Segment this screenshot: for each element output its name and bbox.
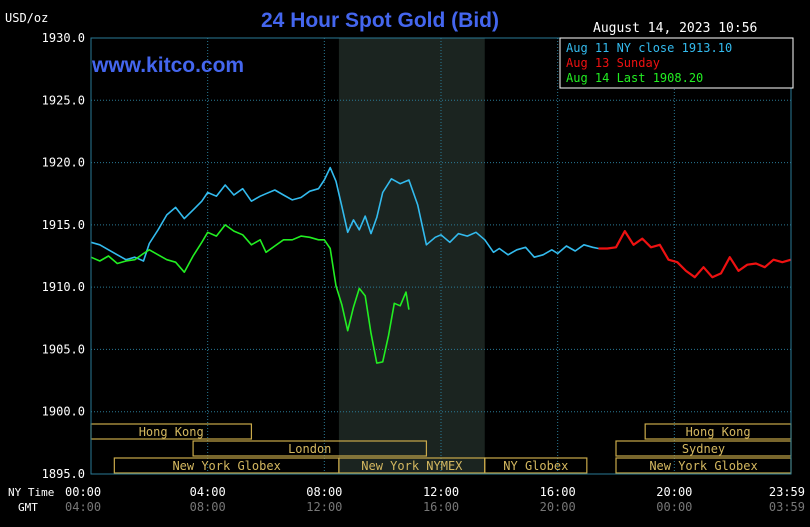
x-tick-label-ny: 00:00: [65, 485, 101, 499]
legend-entry-aug13: Aug 13 Sunday: [566, 56, 660, 70]
session-label: Hong Kong: [139, 425, 204, 439]
x-tick-label-ny: 23:59: [769, 485, 805, 499]
session-bar: [484, 457, 588, 474]
timestamp: August 14, 2023 10:56: [593, 21, 757, 36]
session-label: London: [288, 442, 331, 456]
session-bar: [192, 440, 428, 457]
legend-entry-aug14: Aug 14 Last 1908.20: [566, 71, 703, 85]
market-sessions: Hong Kong London New York Globex New York N…: [90, 423, 792, 474]
session-label: New York Globex: [172, 459, 280, 473]
x-tick-label-gmt: 20:00: [540, 500, 576, 514]
x-tick-label-ny: 16:00: [540, 485, 576, 499]
x-tick-label-ny: 04:00: [190, 485, 226, 499]
series-line-aug14: [90, 224, 410, 364]
y-tick-label: 1895.0: [42, 467, 85, 481]
x-tick-label-ny: 12:00: [423, 485, 459, 499]
session-label: Hong Kong: [686, 425, 751, 439]
unit-label: USD/oz: [5, 11, 48, 25]
legend: Aug 11 NY close 1913.10 Aug 13 Sunday Au…: [559, 37, 794, 89]
x-tick-label-gmt: 00:00: [656, 500, 692, 514]
x-tick-label-ny: 08:00: [306, 485, 342, 499]
series-line-aug13: [598, 230, 792, 279]
y-axis-ticks: 1930.0 1925.0 1920.0 1915.0 1910.0 1905.0 1900…: [42, 31, 85, 481]
x-axis-label-gmt: GMT: [18, 501, 38, 514]
watermark: www.kitco.com: [91, 54, 244, 77]
y-tick-label: 1905.0: [42, 342, 85, 356]
series-lines: [90, 166, 792, 364]
x-axis-ticks: 00:00 04:00 08:00 12:00 16:00 20:00 23:5904:00…: [65, 485, 805, 514]
legend-box: [559, 37, 794, 89]
y-tick-label: 1930.0: [42, 31, 85, 45]
y-tick-label: 1900.0: [42, 405, 85, 419]
x-tick-label-gmt: 08:00: [190, 500, 226, 514]
x-tick-label-gmt: 04:00: [65, 500, 101, 514]
session-label: New York Globex: [649, 459, 757, 473]
x-axis-label-ny: NY Time: [8, 486, 54, 499]
y-tick-label: 1910.0: [42, 280, 85, 294]
x-tick-label-gmt: 16:00: [423, 500, 459, 514]
grid-lines: [91, 37, 791, 475]
y-tick-label: 1920.0: [42, 156, 85, 170]
chart-title: 24 Hour Spot Gold (Bid): [261, 9, 499, 32]
x-tick-label-ny: 20:00: [656, 485, 692, 499]
x-tick-label-gmt: 12:00: [306, 500, 342, 514]
legend-entry-aug11: Aug 11 NY close 1913.10: [566, 41, 732, 55]
y-tick-label: 1925.0: [42, 93, 85, 107]
plot-frame: [90, 37, 792, 475]
session-label: Sydney: [682, 442, 725, 456]
nymex-shaded-region: [338, 38, 485, 474]
series-line-aug11: [90, 166, 599, 262]
session-label: New York NYMEX: [361, 459, 463, 473]
x-tick-label-gmt: 03:59: [769, 500, 805, 514]
session-label: NY Globex: [503, 459, 568, 473]
y-tick-label: 1915.0: [42, 218, 85, 232]
